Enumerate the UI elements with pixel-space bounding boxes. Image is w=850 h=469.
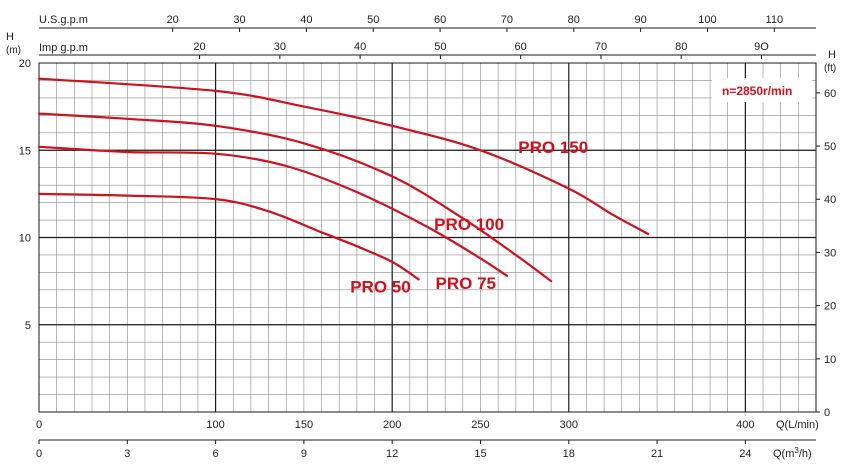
imp-gpm-tick-label: 60 — [515, 41, 527, 53]
left-y-tick-label: 5 — [25, 320, 31, 332]
left-y-tick-label: 10 — [19, 233, 31, 245]
x-m3h-tick-label: 21 — [651, 448, 663, 460]
right-y-tick-label: 0 — [824, 407, 830, 419]
imp-gpm-axis-label: Imp g.p.m — [39, 42, 88, 54]
x-m3h-tick-label: 18 — [563, 448, 575, 460]
x-m3h-tick-label: 9 — [301, 448, 307, 460]
us-gpm-tick-label: 90 — [634, 14, 646, 26]
q-m3h-label-tail: /h) — [799, 448, 812, 460]
x-lmin-tick-label: 150 — [295, 419, 313, 431]
us-gpm-tick-label: 20 — [167, 14, 179, 26]
pro-100-label: PRO 100 — [434, 215, 504, 234]
x-m3h-tick-label: 24 — [739, 448, 751, 460]
q-lmin-axis-label: Q(L/min) — [776, 419, 819, 431]
right-y-tick-label: 40 — [824, 194, 836, 206]
us-gpm-tick-label: 40 — [300, 14, 312, 26]
right-y-tick-label: 30 — [824, 247, 836, 259]
right-y-tick-label: 50 — [824, 141, 836, 153]
imp-gpm-tick-label: 9O — [754, 41, 769, 53]
x-lmin-tick-label: 200 — [383, 419, 401, 431]
pump-curves — [37, 77, 650, 283]
us-gpm-tick-label: 100 — [698, 14, 716, 26]
x-lmin-tick-label: 250 — [471, 419, 489, 431]
imp-gpm-tick-label: 40 — [354, 41, 366, 53]
x-m3h-tick-label: 3 — [124, 448, 130, 460]
right-y-tick-label: 20 — [824, 301, 836, 313]
us-gpm-tick-label: 30 — [233, 14, 245, 26]
imp-gpm-tick-label: 30 — [274, 41, 286, 53]
x-m3h-tick-label: 15 — [474, 448, 486, 460]
imp-gpm-tick-label: 20 — [193, 41, 205, 53]
right-unit-label: (ft) — [824, 63, 836, 74]
x-lmin-tick-label: 400 — [736, 419, 754, 431]
pro-150-curve — [37, 77, 650, 236]
us-gpm-tick-label: 70 — [501, 14, 513, 26]
series-labels: PRO 50 PRO 75 PRO 100 PRO 150 — [350, 138, 588, 296]
q-m3h-label-sup: 3 — [794, 446, 799, 455]
x-m3h-tick-label: 12 — [386, 448, 398, 460]
pro-100-curve — [37, 112, 553, 283]
us-gpm-axis-label: U.S.g.p.m — [39, 14, 88, 26]
imp-gpm-tick-label: 80 — [675, 41, 687, 53]
left-h-label: H — [6, 31, 14, 43]
speed-annotation: n=2850r/min — [722, 84, 792, 98]
plot-frame — [38, 62, 817, 413]
x-lmin-tick-label: 0 — [36, 419, 42, 431]
left-y-tick-label: 20 — [19, 58, 31, 70]
left-y-tick-label: 15 — [19, 145, 31, 157]
imp-gpm-tick-label: 50 — [434, 41, 446, 53]
x-m3h-tick-label: 6 — [213, 448, 219, 460]
q-m3h-label-main: Q(m — [773, 448, 794, 460]
us-gpm-tick-label: 80 — [568, 14, 580, 26]
major-grid — [39, 63, 816, 412]
x-lmin-tick-label: 300 — [560, 419, 578, 431]
pro-50-curve — [37, 192, 420, 281]
x-m3h-tick-label: 0 — [36, 448, 42, 460]
pro-75-curve — [37, 145, 509, 277]
imp-gpm-tick-label: 70 — [595, 41, 607, 53]
pro-150-label: PRO 150 — [518, 138, 588, 157]
us-gpm-tick-label: 50 — [367, 14, 379, 26]
pro-75-label: PRO 75 — [436, 274, 496, 293]
pro-50-label: PRO 50 — [350, 277, 410, 296]
x-lmin-tick-label: 100 — [206, 419, 224, 431]
q-m3h-axis-label: Q(m3/h) — [773, 446, 812, 460]
left-unit-label: (m) — [6, 45, 21, 56]
us-gpm-tick-label: 60 — [434, 14, 446, 26]
right-y-tick-label: 10 — [824, 354, 836, 366]
right-y-tick-label: 60 — [824, 88, 836, 100]
speed-annotation-box — [712, 78, 812, 102]
right-h-label: H — [828, 49, 836, 61]
us-gpm-tick-label: 110 — [766, 14, 784, 26]
